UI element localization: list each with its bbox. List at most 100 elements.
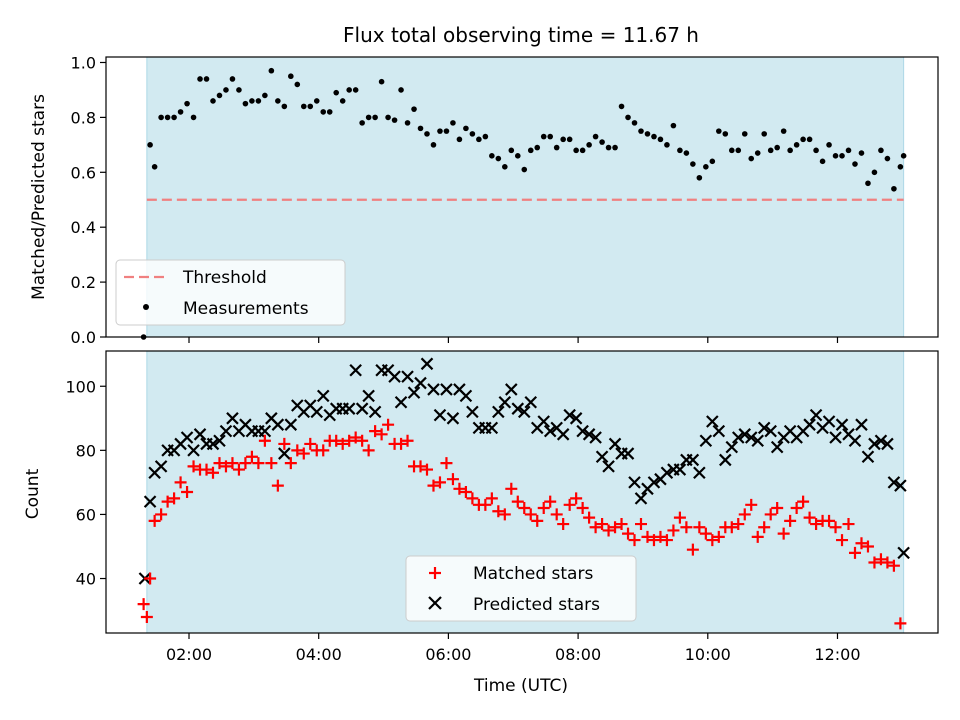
measurement-point	[300, 103, 307, 110]
matched-star-point	[453, 482, 466, 495]
matched-star-point	[855, 537, 868, 550]
measurement-point	[275, 98, 281, 104]
x-ticks-ratio	[188, 337, 839, 343]
measurement-point	[683, 150, 690, 156]
measurement-point	[839, 153, 845, 159]
matched-star-point	[258, 434, 271, 447]
predicted-star-point	[401, 370, 414, 383]
predicted-star-point	[738, 428, 752, 441]
matched-star-point	[414, 460, 427, 473]
measurement-point	[845, 147, 852, 154]
predicted-star-point	[362, 389, 375, 403]
panel-counts: 40 60 80 100 02:00 04:00 06:00 08:00 10:00 12:00…	[23, 351, 939, 696]
matched-star-point	[356, 434, 369, 447]
predicted-star-point	[498, 395, 512, 409]
matched-star-point	[252, 457, 265, 470]
matched-star-point	[518, 502, 531, 515]
predicted-star-point	[897, 546, 910, 560]
matched-star-point	[563, 498, 576, 511]
matched-star-point	[505, 482, 518, 495]
measurement-point	[657, 136, 664, 143]
measurement-point	[566, 136, 573, 143]
measurement-point	[424, 131, 430, 137]
predicted-star-point	[822, 415, 836, 428]
measurement-point	[372, 114, 378, 121]
matched-star-point	[881, 556, 894, 569]
matched-star-point	[745, 498, 758, 511]
measurement-point	[761, 131, 768, 137]
y-tick-label-ratio: 0.6	[71, 163, 96, 182]
matched-star-point	[848, 546, 861, 559]
matched-star-point	[654, 530, 667, 543]
predicted-stars-points	[138, 357, 910, 585]
measurement-point	[644, 131, 651, 137]
measurement-point	[158, 114, 164, 121]
measurement-point	[359, 120, 365, 126]
matched-star-point	[803, 511, 816, 524]
matched-star-point	[155, 508, 168, 521]
matched-star-point	[181, 486, 194, 498]
matched-star-point	[628, 534, 641, 547]
measurement-point	[618, 103, 625, 110]
matched-star-point	[836, 534, 849, 547]
matched-star-point	[206, 466, 219, 479]
predicted-star-point	[154, 460, 168, 473]
matched-star-point	[369, 425, 382, 438]
matched-star-point	[187, 460, 200, 473]
predicted-star-point	[524, 395, 538, 409]
matched-star-point	[725, 521, 738, 534]
matched-star-point	[446, 473, 459, 486]
legend-box-ratio	[115, 259, 346, 326]
measurement-point	[527, 147, 534, 154]
measurement-point	[767, 147, 774, 154]
predicted-star-point	[316, 389, 330, 403]
matched-star-point	[764, 508, 777, 521]
measurement-point	[722, 131, 729, 137]
predicted-star-point	[699, 434, 713, 448]
legend-box-counts	[405, 555, 637, 622]
predicted-star-point	[284, 418, 298, 431]
matched-star-point	[401, 434, 414, 447]
measurement-point	[780, 128, 787, 134]
measurement-point	[223, 87, 229, 93]
matched-star-point	[641, 530, 654, 543]
predicted-star-point	[537, 415, 551, 428]
panel-ratio: 0.0 0.2 0.4 0.6 0.8 1.0 Matched/Predicted sta…	[29, 53, 939, 347]
x-tick-label: 04:00	[296, 645, 342, 664]
measurement-point	[696, 174, 703, 181]
predicted-star-point	[868, 437, 881, 451]
matched-star-point	[777, 527, 790, 540]
measurement-point	[378, 78, 385, 85]
measurement-point	[897, 164, 904, 170]
y-label-ratio: Matched/Predicted stars	[29, 94, 49, 300]
measurement-point	[748, 155, 755, 162]
legend-matched-label: Matched stars	[473, 564, 593, 584]
y-tick-label-counts: 60	[76, 505, 96, 524]
y-tick-label-ratio: 0.2	[71, 273, 96, 292]
matched-star-point	[615, 518, 628, 531]
measurement-point	[255, 98, 262, 104]
measurement-point	[352, 87, 359, 93]
matched-star-point	[531, 514, 544, 527]
matched-star-point	[771, 502, 784, 515]
measurement-point	[346, 87, 352, 93]
matched-star-point	[829, 521, 842, 534]
measurement-point	[670, 122, 677, 129]
predicted-star-point	[809, 408, 823, 422]
predicted-star-point	[855, 418, 868, 431]
matched-star-point	[732, 518, 745, 531]
y-tick-label-ratio: 1.0	[71, 53, 96, 72]
x-ticks-counts: 02:00 04:00 06:00 08:00 10:00 12:00	[166, 633, 861, 664]
y-label-counts: Count	[23, 468, 43, 519]
predicted-star-point	[894, 479, 907, 492]
predicted-star-point	[492, 405, 505, 419]
measurement-point	[741, 131, 748, 137]
predicted-star-point	[180, 431, 194, 444]
predicted-star-point	[517, 405, 531, 419]
matched-star-point	[375, 428, 388, 441]
predicted-star-point	[388, 370, 401, 383]
y-tick-label-ratio: 0.4	[71, 218, 96, 237]
matched-star-point	[382, 418, 395, 431]
matched-star-point	[589, 521, 602, 534]
measurement-point	[443, 128, 450, 134]
